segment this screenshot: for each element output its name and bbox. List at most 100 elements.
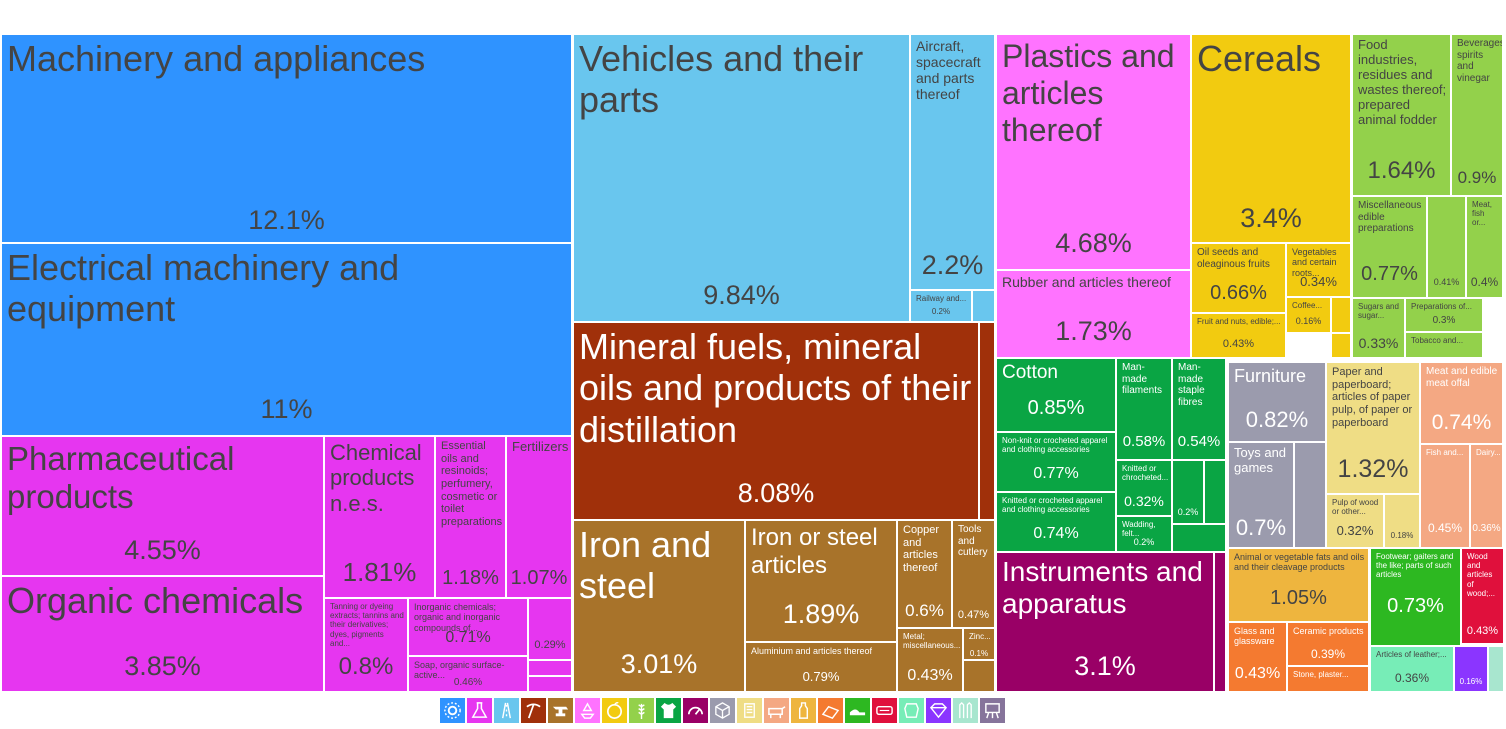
tile-small-10[interactable] — [963, 660, 995, 692]
wheat-icon[interactable] — [629, 698, 654, 723]
tile-man-made-filaments-38[interactable]: Man-made filaments 0.58% — [1116, 358, 1172, 460]
tile-knitted-or-crocheted-apparel-and-clothin-43[interactable]: Knitted or crocheted apparel and clothin… — [996, 492, 1116, 552]
tile-organic-chemicals-3[interactable]: Organic chemicals 3.85% — [1, 576, 324, 692]
tile-small-9[interactable] — [528, 676, 572, 692]
tile-meat-and-edible-meat-offal-50[interactable]: Meat and edible meat offal 0.74% — [1420, 362, 1503, 444]
tile-value: 0.73% — [1387, 595, 1444, 617]
tile-aluminium-and-articles-thereof-19[interactable]: Aluminium and articles thereof 0.79% — [745, 642, 897, 692]
tile-pharmaceutical-products-2[interactable]: Pharmaceutical products 4.55% — [1, 436, 324, 576]
tile-furniture-45[interactable]: Furniture 0.82% — [1228, 362, 1326, 442]
tile-zinc-21[interactable]: Zinc... 0.1% — [963, 628, 995, 660]
tile-chemical-products-n-e-s-4[interactable]: Chemical products n.e.s. 1.81% — [324, 436, 435, 598]
tile-glass-and-glassware-55[interactable]: Glass and glassware 0.43% — [1228, 622, 1287, 692]
tile-vehicles-and-their-parts-11[interactable]: Vehicles and their parts 9.84% — [573, 34, 910, 322]
tile-footwear-gaiters-and-the-like-parts-of-s-58[interactable]: Footwear; gaiters and the like; parts of… — [1370, 548, 1461, 646]
tile-miscellaneous-edible-preparations-31[interactable]: Miscellaneous edible preparations 0.77% — [1352, 196, 1427, 298]
pickaxe-icon[interactable] — [521, 698, 546, 723]
flask-icon[interactable] — [467, 698, 492, 723]
tile-iron-or-steel-articles-16[interactable]: Iron or steel articles 1.89% — [745, 520, 897, 642]
tile-inorganic-chemicals-organic-and-inorgani-8[interactable]: Inorganic chemicals; organic and inorgan… — [408, 598, 528, 656]
fence-icon[interactable] — [953, 698, 978, 723]
tile-sugars-and-sugar-34[interactable]: Sugars and sugar... 0.33% — [1352, 298, 1405, 358]
tile-label: Glass and glassware — [1234, 626, 1275, 647]
tile-wadding-felt-44[interactable]: Wadding, felt... 0.2% — [1116, 516, 1172, 552]
tile-tile-32[interactable]: 0.41% — [1427, 196, 1466, 298]
tile-preparations-of-35[interactable]: Preparations of... 0.3% — [1405, 298, 1483, 332]
tile-articles-of-leather-60[interactable]: Articles of leather;... 0.36% — [1370, 646, 1454, 692]
tile-stone-plaster-57[interactable]: Stone, plaster... — [1287, 666, 1369, 692]
tile-small-7[interactable] — [1294, 442, 1326, 548]
tile-wood-and-articles-of-wood-59[interactable]: Wood and articles of wood;... 0.43% — [1461, 548, 1504, 644]
gem-icon[interactable] — [926, 698, 951, 723]
tile-value: 0.39% — [1310, 647, 1346, 661]
tile-small-3[interactable] — [1331, 333, 1351, 358]
bricks-icon[interactable] — [818, 698, 843, 723]
tile-plastics-and-articles-thereof-22[interactable]: Plastics and articles thereof 4.68% — [996, 34, 1191, 270]
tile-oil-seeds-and-oleaginous-fruits-25[interactable]: Oil seeds and oleaginous fruits 0.66% — [1191, 243, 1286, 313]
gear-icon[interactable] — [440, 698, 465, 723]
tile-knitted-or-chrocheted-41[interactable]: Knitted or chrocheted... 0.32% — [1116, 460, 1172, 516]
tile-small-1[interactable] — [972, 290, 995, 322]
tile-small-2[interactable] — [1331, 297, 1351, 333]
tile-tile-42[interactable]: 0.2% — [1172, 460, 1204, 524]
tile-vegetables-and-certain-roots-26[interactable]: Vegetables and certain roots... 0.34% — [1286, 243, 1351, 297]
leather-icon[interactable] — [899, 698, 924, 723]
tile-cotton-37[interactable]: Cotton 0.85% — [996, 358, 1116, 432]
tile-toys-and-games-46[interactable]: Toys and games 0.7% — [1228, 442, 1294, 548]
tile-beverages-spirits-and-vinegar-30[interactable]: Beverages, spirits and vinegar 0.9% — [1451, 34, 1503, 196]
tile-metal-miscellaneous-20[interactable]: Metal; miscellaneous... 0.43% — [897, 628, 963, 692]
tile-small-8[interactable] — [528, 660, 572, 676]
tile-fish-and-51[interactable]: Fish and... 0.45% — [1420, 444, 1470, 548]
tile-small-11[interactable] — [1488, 646, 1504, 692]
tile-electrical-machinery-and-equipment-1[interactable]: Electrical machinery and equipment 11% — [1, 243, 572, 436]
tile-paper-and-paperboard-articles-of-paper-p-47[interactable]: Paper and paperboard; articles of paper … — [1326, 362, 1420, 494]
shoe-icon[interactable] — [845, 698, 870, 723]
box-icon[interactable] — [710, 698, 735, 723]
gauge-icon[interactable] — [683, 698, 708, 723]
tile-small-5[interactable] — [1204, 460, 1226, 524]
tile-food-industries-residues-and-wastes-ther-29[interactable]: Food industries, residues and wastes the… — [1352, 34, 1451, 196]
bottle-icon[interactable] — [791, 698, 816, 723]
tile-coffee-27[interactable]: Coffee... 0.16% — [1286, 297, 1331, 333]
tile-small-0[interactable] — [979, 322, 995, 520]
tile-man-made-staple-fibres-39[interactable]: Man-made staple fibres 0.54% — [1172, 358, 1226, 460]
tile-non-knit-or-crocheted-apparel-and-clothi-40[interactable]: Non-knit or crocheted apparel and clothi… — [996, 432, 1116, 492]
tile-iron-and-steel-15[interactable]: Iron and steel 3.01% — [573, 520, 745, 692]
tile-tile-49[interactable]: 0.18% — [1384, 494, 1420, 548]
tile-meat-fish-or-33[interactable]: Meat, fish or... 0.4% — [1466, 196, 1503, 298]
orange-icon[interactable] — [602, 698, 627, 723]
tile-value: 0.36% — [1472, 523, 1501, 534]
shirt-icon[interactable] — [656, 698, 681, 723]
tile-cereals-24[interactable]: Cereals 3.4% — [1191, 34, 1351, 243]
tile-small-6[interactable] — [1172, 524, 1226, 552]
tile-tobacco-and-36[interactable]: Tobacco and... — [1405, 332, 1483, 358]
tile-essential-oils-and-resinoids-perfumery-c-5[interactable]: Essential oils and resinoids; perfumery,… — [435, 436, 506, 598]
tile-tanning-or-dyeing-extracts-tannins-and-t-7[interactable]: Tanning or dyeing extracts; tannins and … — [324, 598, 408, 692]
tile-tools-and-cutlery-18[interactable]: Tools and cutlery 0.47% — [952, 520, 995, 628]
tile-fruit-and-nuts-edible-28[interactable]: Fruit and nuts, edible;... 0.43% — [1191, 313, 1286, 358]
tile-value: 3.4% — [1240, 203, 1302, 233]
anvil-icon[interactable] — [548, 698, 573, 723]
tile-fertilizers-6[interactable]: Fertilizers 1.07% — [506, 436, 572, 598]
cow-icon[interactable] — [764, 698, 789, 723]
log-icon[interactable] — [872, 698, 897, 723]
tile-rubber-and-articles-thereof-23[interactable]: Rubber and articles thereof 1.73% — [996, 270, 1191, 358]
easel-icon[interactable] — [980, 698, 1005, 723]
tile-machinery-and-appliances-0[interactable]: Machinery and appliances 12.1% — [1, 34, 572, 243]
tile-tile-9[interactable]: 0.29% — [528, 598, 572, 660]
tile-tile-61[interactable]: 0.16% — [1454, 646, 1488, 692]
tile-animal-or-vegetable-fats-and-oils-and-th-54[interactable]: Animal or vegetable fats and oils and th… — [1228, 548, 1369, 622]
scroll-icon[interactable] — [737, 698, 762, 723]
tile-pulp-of-wood-or-other-48[interactable]: Pulp of wood or other... 0.32% — [1326, 494, 1384, 548]
tile-railway-and-13[interactable]: Railway and... 0.2% — [910, 290, 972, 322]
tile-dairy-52[interactable]: Dairy... 0.36% — [1470, 444, 1503, 548]
road-icon[interactable] — [494, 698, 519, 723]
tile-aircraft-spacecraft-and-parts-thereof-12[interactable]: Aircraft, spacecraft and parts thereof 2.… — [910, 34, 995, 290]
tile-copper-and-articles-thereof-17[interactable]: Copper and articles thereof 0.6% — [897, 520, 952, 628]
recycle-icon[interactable] — [575, 698, 600, 723]
tile-soap-organic-surface-active-10[interactable]: Soap, organic surface-active... 0.46% — [408, 656, 528, 692]
tile-mineral-fuels-mineral-oils-and-products--14[interactable]: Mineral fuels, mineral oils and products… — [573, 322, 979, 520]
tile-instruments-and-apparatus-53[interactable]: Instruments and apparatus 3.1% — [996, 552, 1214, 692]
tile-small-4[interactable] — [1214, 552, 1226, 692]
tile-ceramic-products-56[interactable]: Ceramic products 0.39% — [1287, 622, 1369, 666]
